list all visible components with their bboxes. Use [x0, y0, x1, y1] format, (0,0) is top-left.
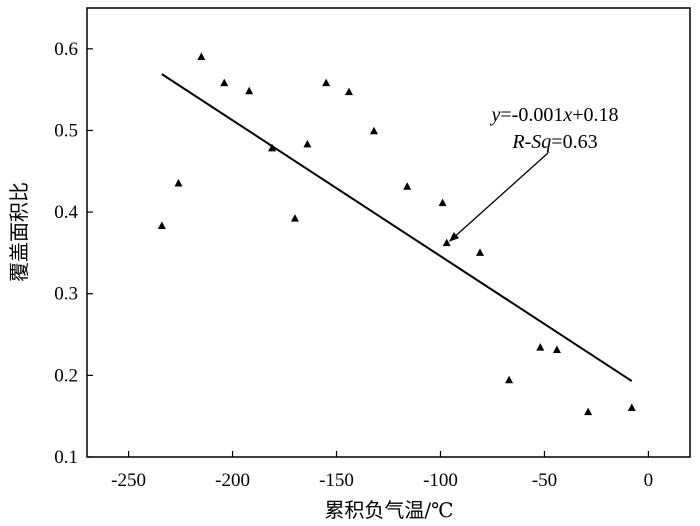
- regression-equation: y=-0.001x+0.18: [489, 104, 618, 126]
- r-squared-label: R-Sq=0.63: [511, 131, 597, 153]
- r-squared-value: =0.63: [551, 131, 597, 153]
- y-tick-label: 0.5: [54, 120, 78, 141]
- data-point: [584, 407, 593, 416]
- y-tick-label: 0.3: [54, 284, 78, 305]
- x-tick-label: -150: [319, 470, 354, 491]
- data-point: [245, 86, 254, 95]
- x-tick-label: -50: [532, 470, 557, 491]
- data-point: [442, 238, 451, 247]
- data-point: [322, 78, 331, 87]
- data-point: [475, 248, 484, 256]
- x-tick-label: -250: [111, 470, 146, 491]
- data-point: [268, 143, 277, 152]
- plot-area-frame: [86, 7, 691, 458]
- data-point: [290, 214, 299, 222]
- data-point: [344, 87, 353, 96]
- data-point: [157, 221, 166, 229]
- x-tick-label: 0: [644, 470, 654, 491]
- trendline: [161, 73, 633, 382]
- equation-intercept: +0.18: [572, 104, 618, 126]
- data-point: [438, 198, 447, 207]
- equation-x-var: x: [562, 104, 572, 126]
- data-point: [403, 182, 412, 190]
- x-tick-label: -200: [215, 470, 250, 491]
- annotation-arrow: [448, 152, 549, 242]
- data-point: [536, 343, 545, 351]
- data-points: [157, 52, 636, 416]
- equation-slope: =-0.001: [500, 104, 563, 126]
- y-tick-label: 0.6: [54, 39, 78, 60]
- y-axis-title: 覆盖面积比: [7, 182, 31, 282]
- data-point: [303, 139, 312, 148]
- data-point: [505, 375, 514, 384]
- data-point: [627, 403, 636, 412]
- data-point: [220, 78, 229, 87]
- r-squared-symbol: R-Sq: [511, 131, 551, 153]
- data-point: [174, 179, 183, 187]
- y-tick-label: 0.4: [54, 202, 78, 223]
- data-point: [369, 126, 378, 135]
- data-point: [552, 345, 561, 354]
- equation-y-var: y: [489, 104, 500, 126]
- y-axis-ticks: 0.1 0.2 0.3 0.4 0.5 0.6: [54, 39, 93, 468]
- x-axis-ticks: -250 -200 -150 -100 -50 0: [111, 451, 653, 491]
- y-tick-label: 0.1: [54, 447, 78, 468]
- data-point: [197, 52, 206, 60]
- y-tick-label: 0.2: [54, 365, 78, 386]
- x-tick-label: -100: [423, 470, 458, 491]
- x-axis-title: 累积负气温/℃: [324, 498, 453, 522]
